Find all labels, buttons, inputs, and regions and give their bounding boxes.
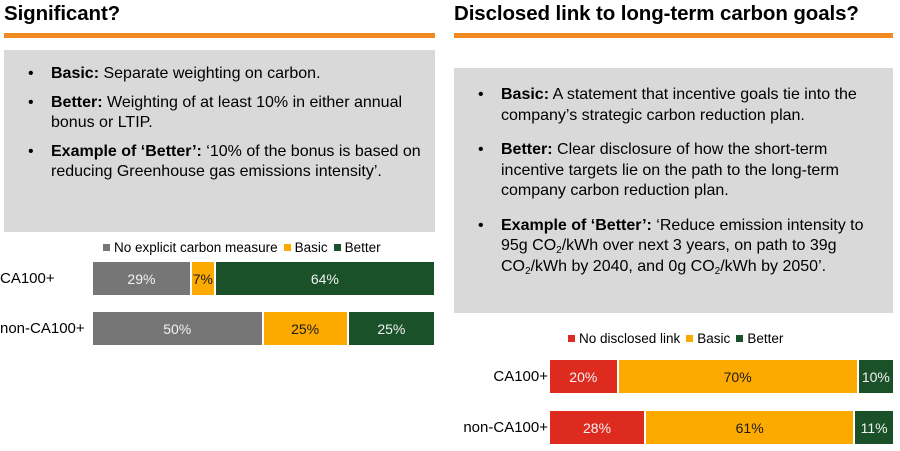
legend-item: No disclosed link — [568, 331, 680, 346]
stacked-bar: 20% 70% 10% — [550, 360, 893, 393]
category-label: CA100+ — [0, 270, 55, 287]
bar-segment: 70% — [618, 360, 859, 393]
legend-label: No explicit carbon measure — [114, 240, 278, 255]
bullet-icon: • — [28, 93, 34, 111]
chart-legend: No explicit carbon measure Basic Better — [103, 240, 387, 255]
criteria-item-example: • Example of ‘Better’: ‘Reduce emission … — [478, 216, 890, 278]
bullet-icon: • — [28, 65, 34, 82]
legend-label: Basic — [294, 240, 328, 255]
stacked-bar: 50% 25% 25% — [93, 312, 434, 345]
legend-swatch-icon — [686, 335, 694, 342]
legend-item: Better — [736, 331, 783, 346]
stacked-bar: 29% 7% 64% — [93, 262, 434, 295]
bar-segment: 61% — [646, 411, 856, 444]
criteria-text: Weighting of at least 10% in either annu… — [51, 93, 403, 132]
criteria-item-example: • Example of ‘Better’: ‘10% of the bonus… — [28, 142, 428, 183]
legend-label: No disclosed link — [579, 331, 681, 346]
bar-segment: 7% — [191, 262, 216, 295]
category-label: CA100+ — [493, 368, 548, 385]
criteria-item-better: • Better: Clear disclosure of how the sh… — [478, 140, 890, 202]
criteria-box: • Basic: A statement that incentive goal… — [454, 68, 893, 313]
criteria-label: Better: — [501, 141, 553, 158]
legend-label: Better — [344, 240, 381, 255]
legend-item: Basic — [283, 240, 328, 255]
criteria-label: Basic: — [501, 86, 550, 103]
legend-label: Better — [747, 331, 784, 346]
criteria-label: Basic: — [51, 65, 100, 82]
category-label: non-CA100+ — [463, 419, 548, 436]
criteria-box: • Basic: Separate weighting on carbon. •… — [4, 50, 435, 232]
bar-segment: 64% — [215, 262, 434, 295]
legend-swatch-icon — [736, 335, 744, 342]
bar-segment: 25% — [348, 312, 434, 345]
bullet-icon: • — [478, 216, 484, 234]
stacked-bar: 28% 61% 11% — [550, 411, 893, 444]
criteria-item-basic: • Basic: A statement that incentive goal… — [478, 85, 890, 126]
bar-segment: 11% — [855, 411, 893, 444]
panel-title: Disclosed link to long-term carbon goals… — [454, 2, 859, 25]
criteria-label: Example of ‘Better’: — [501, 216, 652, 234]
criteria-label: Example of ‘Better’: — [51, 142, 202, 160]
bullet-icon: • — [478, 86, 484, 103]
criteria-text: Clear disclosure of how the short-term i… — [501, 141, 839, 199]
criteria-list: • Basic: A statement that incentive goal… — [478, 85, 890, 291]
bar-segment: 50% — [93, 312, 264, 345]
criteria-label: Better: — [51, 93, 103, 111]
bar-segment: 28% — [550, 411, 647, 444]
criteria-text: ‘Reduce emission intensity to 95g CO2/kW… — [501, 216, 864, 277]
accent-divider — [4, 33, 435, 38]
bullet-icon: • — [478, 141, 484, 158]
bullet-icon: • — [28, 142, 34, 160]
legend-swatch-icon — [333, 244, 341, 251]
bar-segment: 10% — [858, 360, 893, 393]
criteria-list: • Basic: Separate weighting on carbon. •… — [28, 64, 428, 191]
legend-item: Basic — [686, 331, 730, 346]
criteria-text: ‘10% of the bonus is based on reducing G… — [51, 142, 421, 181]
accent-divider — [454, 33, 893, 38]
legend-label: Basic — [697, 331, 731, 346]
criteria-text: A statement that incentive goals tie int… — [501, 86, 857, 124]
legend-item: No explicit carbon measure — [103, 240, 278, 255]
chart-legend: No disclosed link Basic Better — [568, 331, 789, 346]
criteria-item-basic: • Basic: Separate weighting on carbon. — [28, 64, 428, 85]
criteria-item-better: • Better: Weighting of at least 10% in e… — [28, 93, 428, 134]
category-label: non-CA100+ — [0, 320, 85, 337]
bar-segment: 20% — [550, 360, 619, 393]
criteria-text: Separate weighting on carbon. — [99, 65, 321, 82]
legend-swatch-icon — [103, 244, 110, 251]
bar-segment: 25% — [263, 312, 349, 345]
bar-segment: 29% — [93, 262, 192, 295]
panel-title: Significant? — [4, 2, 121, 25]
legend-swatch-icon — [568, 335, 575, 342]
legend-swatch-icon — [283, 244, 291, 251]
legend-item: Better — [333, 240, 381, 255]
